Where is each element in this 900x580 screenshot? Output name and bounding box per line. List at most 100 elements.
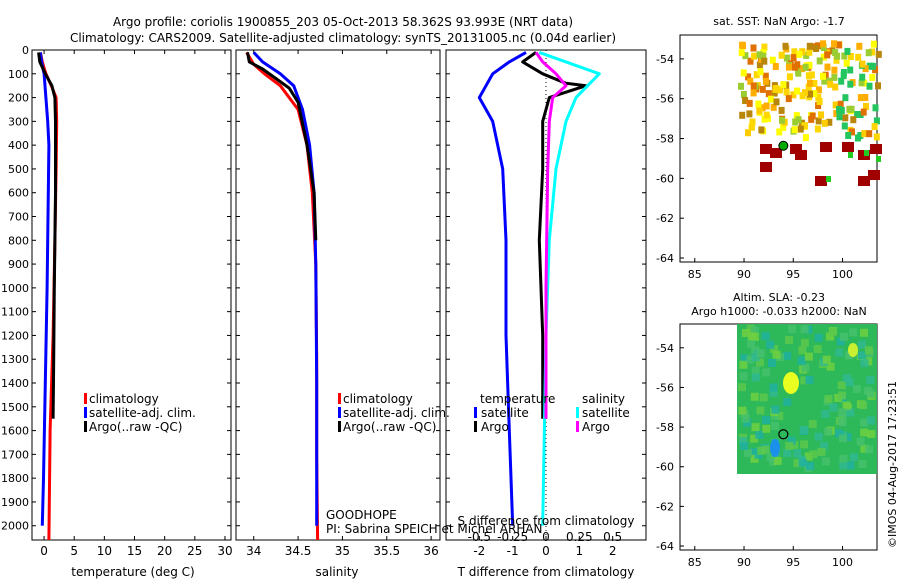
sst-cell (844, 47, 851, 55)
sst-cell (831, 66, 838, 74)
map-ytick-label-sla_map--62: -62 (656, 500, 674, 513)
map-xtick-label-sla_map-85: 85 (688, 556, 702, 569)
sla-cell (766, 453, 775, 462)
sla-high-anomaly (848, 343, 858, 357)
sst-cell (762, 77, 769, 85)
sla-cell (817, 447, 826, 456)
sst-cell (761, 115, 768, 123)
sla-cell (793, 449, 802, 458)
xtick-label-temperature-25: 25 (187, 544, 202, 558)
sst-cell (750, 82, 757, 90)
sla-cell (740, 354, 749, 363)
sst-cell (760, 49, 767, 56)
sla-cell (785, 336, 794, 344)
sla-cell (790, 440, 799, 449)
sst-cell (847, 80, 854, 88)
map-xtick-label-sla_map-100: 100 (832, 556, 853, 569)
sla-cell (772, 350, 781, 359)
sst-cell (791, 126, 798, 134)
sla-cell (804, 452, 813, 461)
legend-salinity-argo: Argo (582, 420, 610, 434)
sst-cell (831, 73, 838, 81)
legend-swatch-7 (474, 421, 477, 432)
sla-cell (842, 401, 851, 410)
sst-cell (831, 40, 837, 48)
map-xtick-label-sst_map-85: 85 (688, 268, 702, 281)
sst-cell (755, 100, 762, 108)
map-ytick-label-sst_map--62: -62 (656, 212, 674, 225)
sla-cell (783, 351, 792, 360)
sst-cell (756, 51, 763, 59)
sst-cell (807, 79, 813, 87)
plot-title-line1: Argo profile: coriolis 1900855_203 05-Oc… (112, 15, 574, 29)
sst-cell (791, 48, 798, 56)
sla-cell (769, 383, 778, 392)
sla-cell (770, 345, 778, 354)
sla-cell (836, 337, 845, 346)
sst-cell (870, 40, 877, 48)
sst-cell (790, 91, 797, 99)
xtick-label-temperature-5: 5 (70, 544, 78, 558)
xtick-label-sdiff-0.25: 0.25 (566, 530, 593, 544)
sla-cell (743, 449, 752, 458)
sst-cell (855, 134, 861, 142)
xtick-label-tdiff--2: -2 (473, 544, 485, 558)
ytick-label-1300: 1300 (1, 353, 29, 366)
sla-cell (866, 389, 875, 398)
map-ytick-label-sla_map--60: -60 (656, 461, 674, 474)
sst-cell (850, 116, 857, 124)
sla-cell (801, 363, 810, 372)
temperature-xlabel: temperature (deg C) (71, 565, 195, 579)
sla-cell (826, 362, 835, 371)
sla-cell (839, 461, 848, 470)
sst-cell (756, 61, 763, 69)
sst-cell (827, 80, 834, 88)
sst-cell (803, 51, 810, 59)
sla-cell (838, 418, 847, 427)
sst-cell (796, 50, 803, 58)
sst-cell (759, 85, 766, 93)
sst-cell (795, 69, 802, 77)
xtick-label-sdiff--0.5: -0.5 (468, 530, 491, 544)
sst-cell (745, 73, 752, 81)
sla-cell (824, 395, 833, 403)
xtick-label-tdiff--1: -1 (507, 544, 519, 558)
sst-cell (802, 122, 808, 130)
map-xtick-label-sst_map-100: 100 (832, 268, 853, 281)
sla-cell (843, 374, 851, 383)
sla-cell (748, 332, 756, 341)
sst-cell (776, 86, 783, 94)
sst-cell (802, 134, 809, 142)
sla-cell (839, 434, 848, 443)
sst-cell (759, 104, 766, 112)
sst-cell (838, 77, 845, 85)
sst-cell (750, 89, 757, 97)
sst-cell (859, 60, 866, 68)
sla-cell (838, 408, 847, 417)
sst-cell (859, 73, 866, 81)
sla-cell (757, 446, 766, 455)
sla-cell (775, 412, 784, 420)
sla-high-anomaly (783, 372, 799, 394)
sla-cell (859, 401, 868, 410)
sst-cell (811, 80, 818, 87)
sla-cell (771, 405, 780, 414)
sst-cell (833, 56, 840, 64)
sla-cell (865, 445, 873, 454)
sla-cell (742, 329, 750, 337)
sst-cell (811, 90, 818, 98)
sla-cell (756, 406, 765, 415)
sst-cell (847, 53, 854, 60)
sla-map-subtitle: Argo h1000: -0.033 h2000: NaN (691, 305, 867, 318)
sst-cell (875, 82, 881, 90)
xtick-label-tdiff-1: 1 (576, 544, 584, 558)
sst-cell-dark (795, 150, 807, 160)
sst-cell (747, 77, 754, 85)
xtick-label-temperature-15: 15 (127, 544, 142, 558)
sst-cell (814, 125, 821, 133)
xtick-label-salinity-36: 36 (423, 544, 438, 558)
sst-cell (820, 40, 827, 48)
sst-cell (866, 62, 873, 70)
xtick-label-temperature-20: 20 (157, 544, 172, 558)
